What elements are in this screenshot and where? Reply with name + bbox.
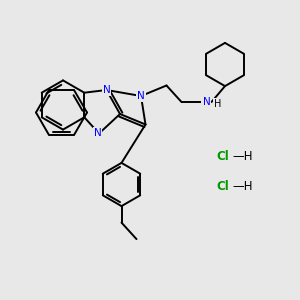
Text: N: N	[94, 128, 101, 139]
Text: Cl: Cl	[216, 149, 229, 163]
Text: —H: —H	[232, 149, 253, 163]
Text: H: H	[214, 99, 221, 110]
Text: N: N	[202, 97, 210, 107]
Text: N: N	[103, 85, 110, 95]
Text: N: N	[137, 91, 145, 101]
Text: —H: —H	[232, 179, 253, 193]
Text: Cl: Cl	[216, 179, 229, 193]
